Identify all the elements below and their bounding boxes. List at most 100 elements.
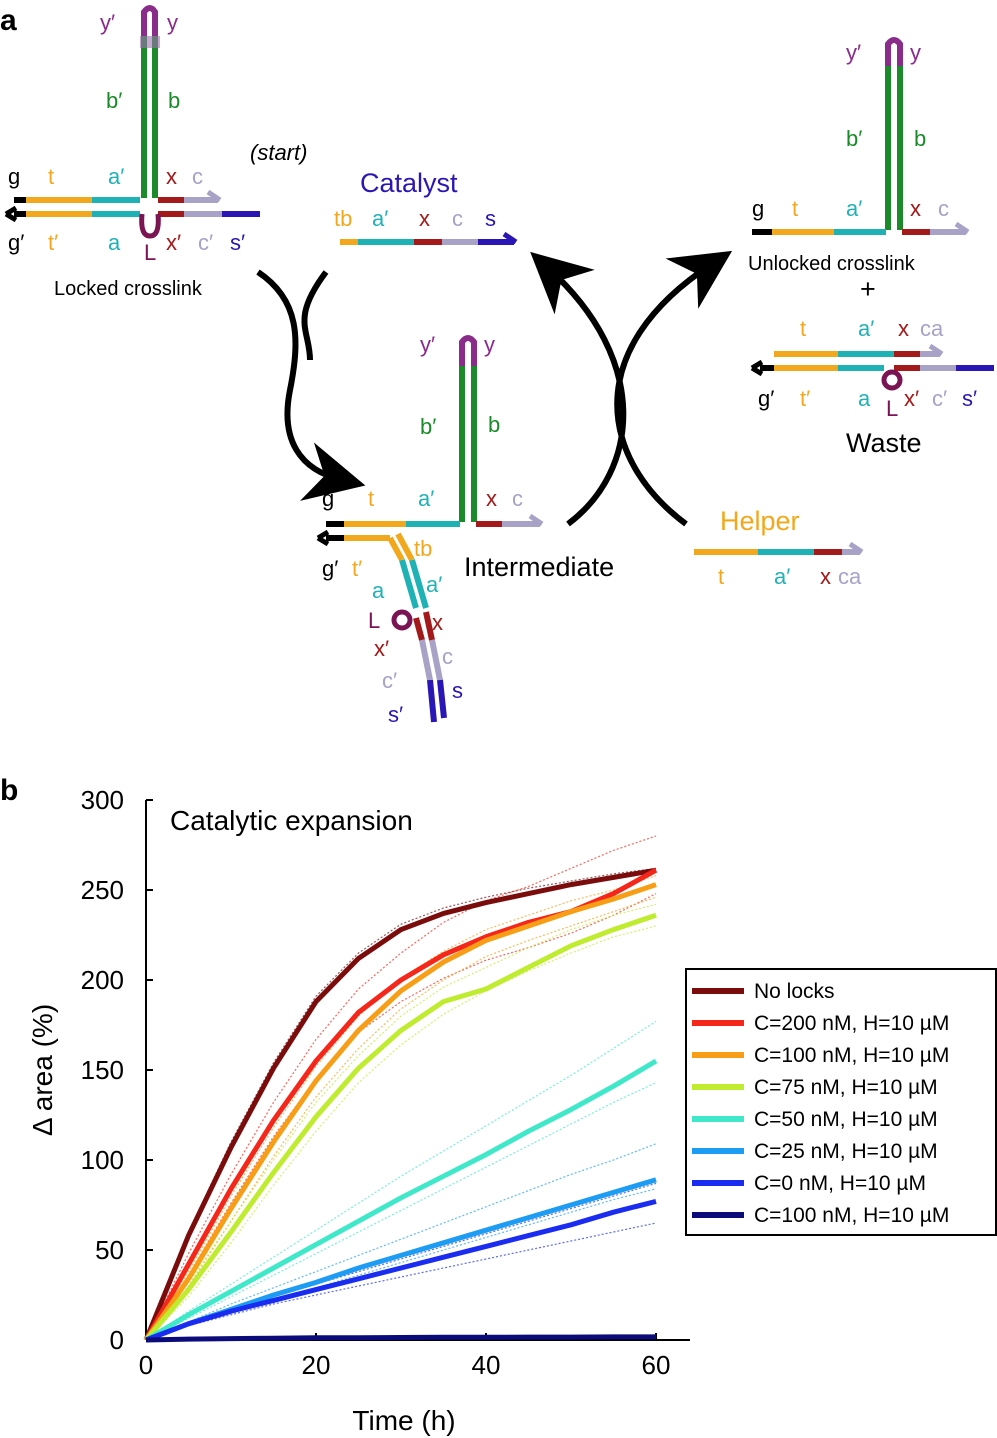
unlocked-y: y (910, 40, 921, 65)
series-line-0 (143, 867, 657, 1341)
replicate-line-3-1 (145, 925, 657, 1341)
replicate-line-6-1 (145, 1182, 657, 1341)
locked-g-prime: g′ (8, 230, 24, 255)
catalyst-title: Catalyst (360, 168, 458, 198)
waste-x-prime: x′ (904, 386, 919, 411)
series-line-4 (144, 1058, 658, 1343)
locked-g: g (8, 164, 20, 189)
y-tick-label: 200 (81, 965, 124, 995)
locked-y: y (167, 10, 178, 35)
legend-label: C=75 nM, H=10 µM (754, 1076, 938, 1099)
waste-t-prime: t′ (800, 386, 810, 411)
locked-c-prime: c′ (198, 230, 213, 255)
intermediate-b: b (488, 412, 500, 437)
arrow-catalyst-entry (301, 270, 329, 361)
locked-loop (139, 213, 161, 239)
y-tick-label: 0 (110, 1325, 124, 1355)
unlocked-b-prime: b′ (846, 126, 862, 151)
replicate-line-4-1 (145, 1082, 657, 1341)
waste-a: a (858, 386, 871, 411)
intermediate-tb: tb (414, 536, 432, 561)
catalyst-c: c (452, 206, 463, 231)
plus-sign: + (860, 274, 876, 304)
intermediate-x-prime: x′ (374, 636, 389, 661)
panel-a: a (start) y′ y b′ b (0, 4, 994, 727)
helper-a-prime: a′ (774, 564, 790, 589)
replicate-line-0-0 (145, 867, 657, 1341)
legend-label: C=100 nM, H=10 µM (754, 1204, 949, 1227)
waste-x: x (898, 316, 909, 341)
legend-label: C=50 nM, H=10 µM (754, 1108, 938, 1131)
waste-a-prime: a′ (858, 316, 874, 341)
locked-crosslink: y′ y b′ b g t a′ x c g′ t′ (4, 5, 260, 300)
intermediate-t: t (368, 486, 374, 511)
intermediate-s: s (452, 678, 463, 703)
panel-b: b Catalytic expansion 050100150200250300… (0, 774, 997, 1436)
y-tick-label: 250 (81, 875, 124, 905)
unlocked-g: g (752, 196, 764, 221)
intermediate-g: g (322, 486, 334, 511)
legend: No locks C=200 nM, H=10 µM C=100 nM, H=10 … (685, 968, 997, 1236)
intermediate-a-prime-2: a′ (426, 572, 442, 597)
legend-label: No locks (754, 980, 835, 1003)
series-line-6 (145, 1198, 657, 1343)
intermediate-y-prime: y′ (420, 332, 435, 357)
locked-a-prime: a′ (108, 164, 124, 189)
waste-t: t (800, 316, 806, 341)
series-line-7 (145, 1334, 656, 1343)
locked-t: t (48, 164, 54, 189)
locked-y-prime: y′ (100, 10, 115, 35)
helper-x: x (820, 564, 831, 589)
unlocked-b: b (914, 126, 926, 151)
x-tick-label: 0 (139, 1350, 153, 1380)
arrow-to-catalyst (530, 251, 627, 527)
catalyst: Catalyst tb a′ x c s (334, 168, 518, 245)
intermediate-c: c (512, 486, 523, 511)
intermediate: y′ y b′ b g t a′ x (316, 332, 614, 727)
waste-s-prime: s′ (962, 386, 977, 411)
intermediate-c-2: c (442, 644, 453, 669)
legend-label: C=25 nM, H=10 µM (754, 1140, 938, 1163)
x-tick-label: 60 (642, 1350, 671, 1380)
replicate-line-4-0 (145, 1020, 657, 1341)
replicate-line-1-1 (145, 893, 657, 1341)
arrow-to-unlocked (614, 250, 733, 527)
locked-L: L (144, 240, 156, 265)
intermediate-g-prime: g′ (322, 556, 338, 581)
intermediate-a: a (372, 578, 385, 603)
unlocked-a-prime: a′ (846, 196, 862, 221)
legend-box (685, 968, 997, 1236)
waste-g-prime: g′ (758, 386, 774, 411)
locked-c: c (192, 164, 203, 189)
y-tick-label: 100 (81, 1145, 124, 1175)
locked-b-prime: b′ (106, 88, 122, 113)
waste-caption: Waste (846, 428, 922, 458)
intermediate-t-prime: t′ (352, 556, 362, 581)
intermediate-b-prime: b′ (420, 414, 436, 439)
replicate-line-2-1 (145, 896, 657, 1341)
waste-L: L (886, 396, 898, 421)
locked-hairpin (141, 5, 158, 36)
series-line-3 (144, 912, 657, 1342)
replicate-line-6-0 (145, 1222, 657, 1341)
series-line-2 (143, 882, 657, 1342)
x-axis-label: Time (h) (352, 1405, 455, 1436)
waste: t a′ x ca g′ t′ a L x′ c′ s′ Waste (750, 316, 994, 458)
unlocked-y-prime: y′ (846, 40, 861, 65)
helper: Helper t a′ x ca (694, 506, 864, 589)
legend-label: C=0 nM, H=10 µM (754, 1172, 926, 1195)
intermediate-y: y (484, 332, 495, 357)
cycle-arrows (256, 250, 733, 527)
chart-title: Catalytic expansion (170, 805, 413, 836)
x-tick-label: 20 (302, 1350, 331, 1380)
replicate-line-3-0 (145, 903, 657, 1341)
locked-x: x (166, 164, 177, 189)
intermediate-x-2: x (432, 610, 443, 635)
replicate-line-5-0 (145, 1143, 657, 1341)
waste-c-prime: c′ (932, 386, 947, 411)
catalyst-tb: tb (334, 206, 352, 231)
panel-a-label: a (0, 4, 17, 37)
locked-a: a (108, 230, 121, 255)
intermediate-a-prime: a′ (418, 486, 434, 511)
